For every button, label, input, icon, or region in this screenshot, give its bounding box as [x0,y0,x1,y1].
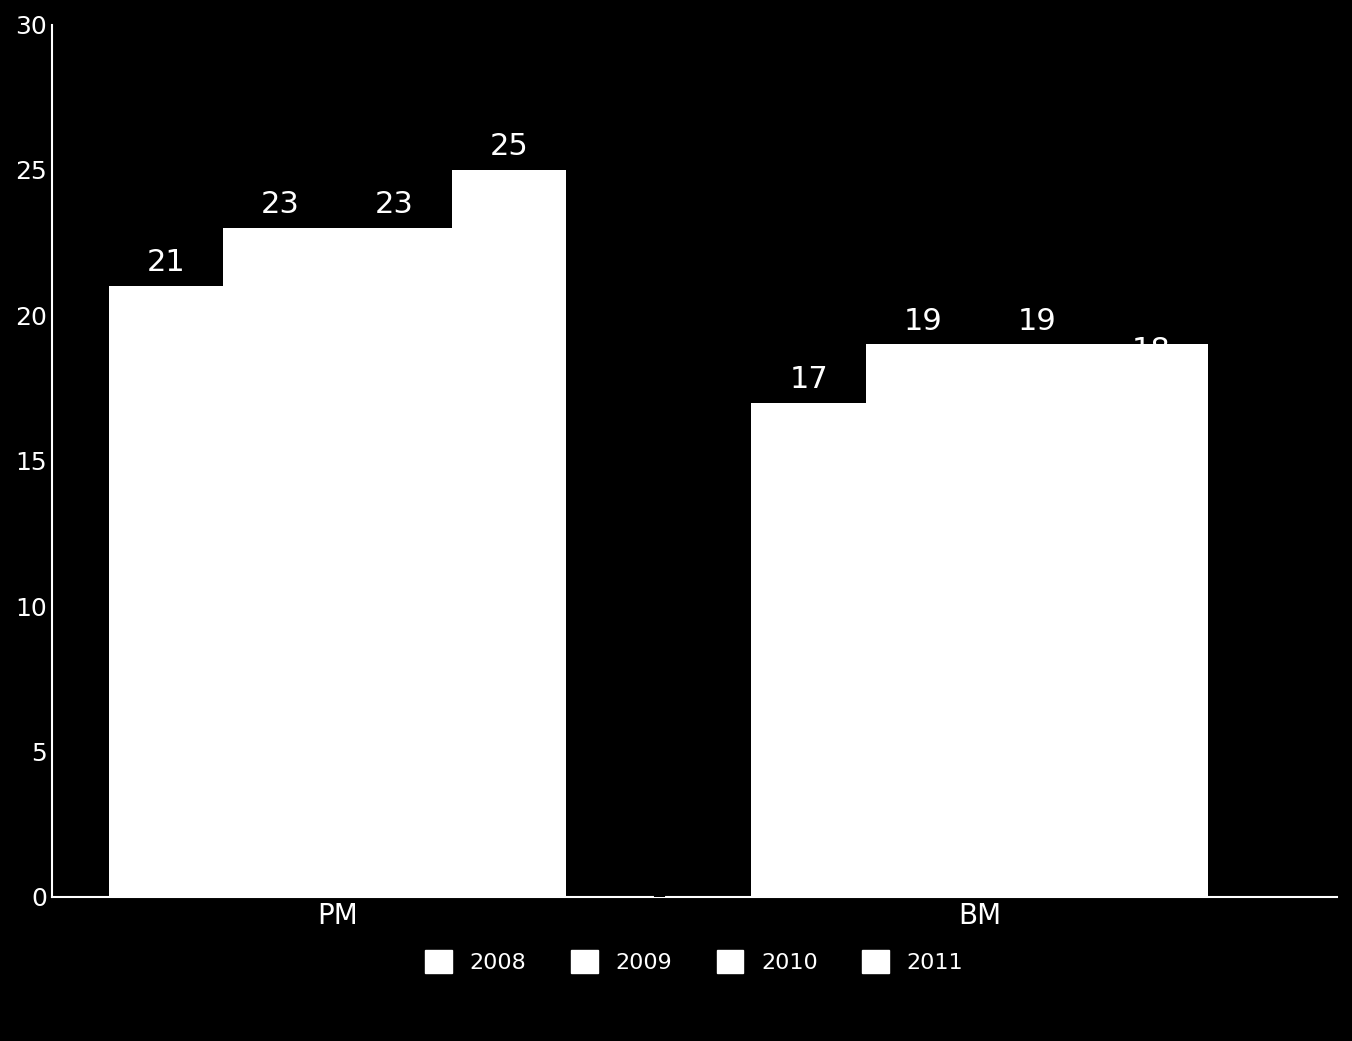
Bar [1094,374,1209,897]
Bar [980,345,1209,897]
Text: 25: 25 [489,132,529,161]
Legend: 2008, 2009, 2010, 2011: 2008, 2009, 2010, 2011 [416,941,972,982]
Text: 19: 19 [903,307,942,335]
Text: 17: 17 [790,364,827,393]
Bar [865,345,1209,897]
Text: 23: 23 [261,191,300,220]
Bar [752,403,1209,897]
Bar [223,228,566,897]
Text: 18: 18 [1132,336,1171,364]
Bar [110,286,566,897]
Bar [452,170,566,897]
Text: 21: 21 [146,249,185,278]
Text: 19: 19 [1018,307,1056,335]
Text: 23: 23 [375,191,414,220]
Bar [338,228,566,897]
